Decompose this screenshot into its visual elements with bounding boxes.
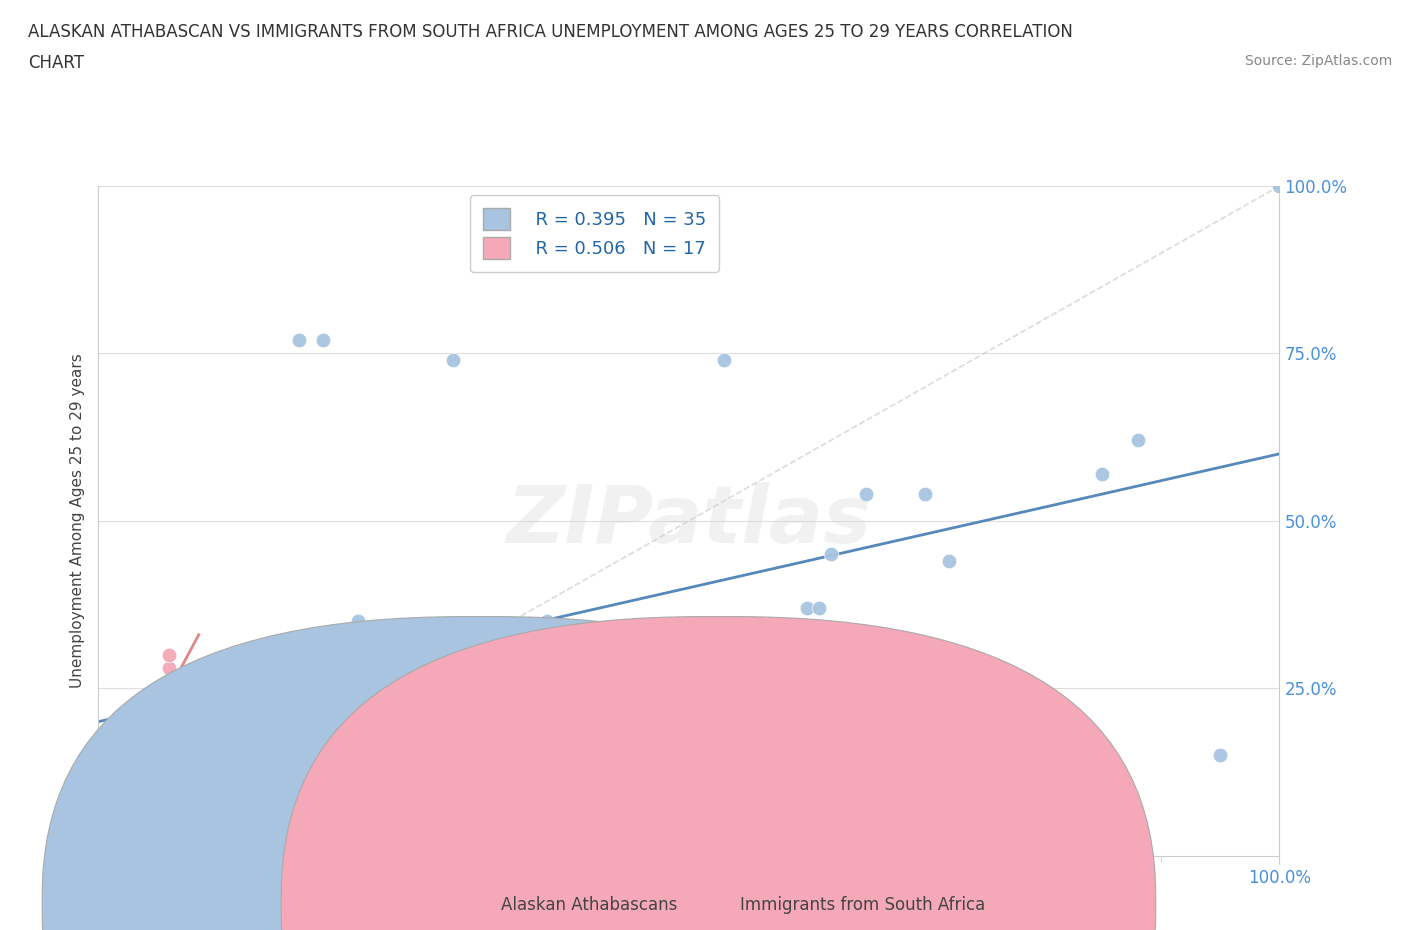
Point (418, 735, 440, 750)
Point (713, 352, 735, 367)
Point (98, 835, 121, 850)
Point (122, 828, 145, 843)
Point (170, 781, 193, 796)
Point (170, 761, 193, 776)
Point (122, 821, 145, 836)
Text: ZIPatlas: ZIPatlas (506, 482, 872, 560)
Point (855, 486, 877, 501)
Point (122, 808, 145, 823)
Point (111, 828, 134, 843)
Point (135, 802, 157, 817)
Point (146, 815, 169, 830)
Point (146, 808, 169, 823)
Point (1091, 467, 1114, 482)
Point (170, 815, 193, 830)
Point (1268, 179, 1291, 193)
Point (1209, 748, 1232, 763)
Point (820, 547, 842, 562)
Text: Source: ZipAtlas.com: Source: ZipAtlas.com (1244, 54, 1392, 68)
Point (796, 601, 818, 616)
Point (135, 828, 157, 843)
Point (157, 815, 180, 830)
Point (157, 781, 180, 796)
Point (347, 614, 370, 629)
Point (938, 553, 960, 568)
Point (205, 735, 228, 750)
Point (135, 821, 157, 836)
Point (240, 735, 263, 750)
Point (194, 748, 217, 763)
Point (157, 660, 180, 675)
Text: ALASKAN ATHABASCAN VS IMMIGRANTS FROM SOUTH AFRICA UNEMPLOYMENT AMONG AGES 25 TO: ALASKAN ATHABASCAN VS IMMIGRANTS FROM SO… (28, 23, 1073, 41)
Y-axis label: Unemployment Among Ages 25 to 29 years: Unemployment Among Ages 25 to 29 years (69, 353, 84, 688)
Point (441, 352, 464, 367)
Point (157, 647, 180, 662)
Point (146, 828, 169, 843)
Point (146, 815, 169, 830)
Point (122, 815, 145, 830)
Point (288, 333, 311, 348)
Point (135, 815, 157, 830)
Point (111, 835, 134, 850)
Point (312, 333, 335, 348)
Point (1126, 433, 1149, 448)
Point (146, 815, 169, 830)
Point (135, 821, 157, 836)
Point (678, 741, 700, 756)
Text: Alaskan Athabascans: Alaskan Athabascans (501, 896, 676, 914)
Point (807, 601, 830, 616)
Text: Immigrants from South Africa: Immigrants from South Africa (740, 896, 984, 914)
Point (111, 815, 134, 830)
Text: CHART: CHART (28, 54, 84, 72)
Point (122, 828, 145, 843)
Point (135, 828, 157, 843)
Point (181, 754, 204, 769)
Point (347, 627, 370, 642)
Point (1032, 741, 1054, 756)
Point (914, 486, 936, 501)
Point (536, 614, 558, 629)
Point (157, 768, 180, 783)
Legend:   R = 0.395   N = 35,   R = 0.506   N = 17: R = 0.395 N = 35, R = 0.506 N = 17 (470, 195, 718, 272)
